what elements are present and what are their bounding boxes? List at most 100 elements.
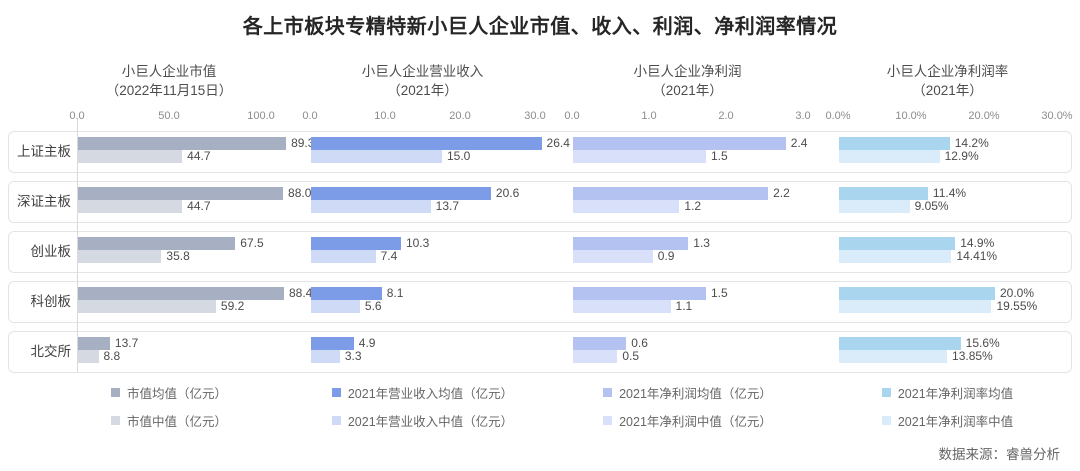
panel-plot: 67.5 35.8 bbox=[78, 235, 311, 263]
panel-title-line2: （2021年） bbox=[387, 82, 458, 98]
panel-cell: 1.3 0.9 bbox=[573, 232, 839, 272]
axis-ticks: 0.0% 10.0% 20.0% 30.0% bbox=[825, 110, 1072, 124]
panel-plot: 10.3 7.4 bbox=[311, 235, 573, 263]
mean-value-label: 10.3 bbox=[405, 235, 430, 250]
median-bar-line: 3.3 bbox=[311, 349, 573, 363]
median-bar-line: 7.4 bbox=[311, 248, 573, 263]
board-row: 创业板 67.5 35.8 10.3 7.4 1.3 0.9 14.9% 14.41% bbox=[8, 230, 1073, 273]
legend-group-revenue: 2021年营业收入均值（亿元） 2021年营业收入中值（亿元） bbox=[310, 383, 572, 439]
panel-plot: 4.9 3.3 bbox=[311, 336, 573, 363]
median-bar-line: 13.7 bbox=[311, 199, 573, 213]
mean-bar-line: 4.9 bbox=[311, 336, 573, 350]
mean-bar-line: 67.5 bbox=[78, 235, 311, 250]
median-bar bbox=[573, 199, 680, 213]
median-bar bbox=[78, 199, 183, 213]
mean-value-label: 67.5 bbox=[240, 235, 264, 250]
legend-item: 市值均值（亿元） bbox=[110, 383, 227, 402]
panel-cell: 2.2 1.2 bbox=[573, 182, 839, 222]
median-bar-line: 14.41% bbox=[839, 249, 1073, 263]
median-bar bbox=[573, 149, 706, 163]
median-bar-line: 1.1 bbox=[573, 299, 839, 313]
mean-bar-line: 89.3 bbox=[78, 136, 314, 150]
row-label: 创业板 bbox=[30, 243, 72, 259]
mean-bar-line: 88.0 bbox=[78, 186, 311, 200]
legend-marker bbox=[603, 415, 613, 425]
median-bar-line: 0.9 bbox=[573, 249, 839, 263]
median-bar-line: 1.5 bbox=[573, 149, 839, 163]
median-bar bbox=[78, 249, 162, 263]
panel-header-revenue: 小巨人企业营业收入 （2021年） 0.0 10.0 20.0 30.0 bbox=[302, 63, 572, 124]
panel-header-net-margin: 小巨人企业净利润率 （2021年） 0.0% 10.0% 20.0% 30.0% bbox=[825, 63, 1072, 124]
tick-label: 50.0 bbox=[158, 109, 180, 122]
panel-title: 小巨人企业市值 （2022年11月15日） bbox=[77, 63, 261, 101]
legend-label: 市值均值（亿元） bbox=[126, 386, 227, 401]
median-value-label: 59.2 bbox=[220, 298, 245, 313]
median-value-label: 15.0 bbox=[447, 148, 471, 163]
mean-bar-line: 88.4 bbox=[78, 286, 312, 300]
median-value-label: 0.5 bbox=[622, 348, 640, 363]
median-bar-line: 9.05% bbox=[839, 199, 1073, 213]
mean-bar bbox=[839, 186, 928, 200]
mean-value-label: 1.3 bbox=[693, 235, 710, 250]
panel-plot: 1.3 0.9 bbox=[573, 235, 839, 263]
panel-plot: 1.5 1.1 bbox=[573, 286, 839, 313]
label-column-spacer bbox=[8, 383, 77, 439]
panel-plot: 88.0 44.7 bbox=[78, 186, 311, 213]
mean-value-label: 2.4 bbox=[790, 135, 808, 150]
mean-bar bbox=[839, 136, 950, 150]
median-bar bbox=[311, 249, 376, 263]
panel-title-line2: （2021年） bbox=[652, 82, 723, 98]
mean-bar-line: 2.4 bbox=[573, 135, 839, 150]
panel-cell: 88.0 44.7 bbox=[78, 182, 311, 222]
panel-header-row: 小巨人企业市值 （2022年11月15日） 0.0 50.0 100.0 小巨人… bbox=[8, 63, 1072, 124]
board-row: 深证主板 88.0 44.7 20.6 13.7 2.2 1.2 11.4% 9.05% bbox=[8, 180, 1073, 223]
tick-label: 30.0 bbox=[524, 109, 546, 122]
legend-marker bbox=[881, 387, 891, 397]
median-bar bbox=[311, 349, 340, 363]
mean-bar bbox=[573, 336, 627, 350]
tick-label: 0.0 bbox=[564, 109, 580, 122]
median-bar-line: 5.6 bbox=[311, 298, 573, 313]
mean-bar bbox=[78, 186, 284, 200]
mean-value-label: 20.6 bbox=[495, 185, 520, 200]
median-value-label: 7.4 bbox=[380, 248, 398, 263]
panel-cell: 1.5 1.1 bbox=[573, 282, 839, 322]
mean-value-label: 14.9% bbox=[960, 235, 995, 250]
mean-bar bbox=[573, 136, 786, 150]
mean-bar bbox=[839, 236, 956, 250]
median-bar bbox=[839, 299, 992, 313]
panel-cell: 15.6% 13.85% bbox=[839, 332, 1073, 372]
panel-plot: 8.1 5.6 bbox=[311, 286, 573, 313]
panel-cell: 89.3 44.7 bbox=[78, 132, 314, 172]
median-value-label: 1.2 bbox=[684, 198, 702, 213]
legend-label: 2021年净利润均值（亿元） bbox=[619, 386, 772, 401]
median-bar bbox=[78, 149, 183, 163]
legend-item: 2021年营业收入均值（亿元） bbox=[331, 383, 513, 402]
legend-group-market-value: 市值均值（亿元） 市值中值（亿元） bbox=[77, 383, 310, 439]
median-value-label: 5.6 bbox=[364, 298, 382, 313]
median-bar bbox=[573, 249, 653, 263]
median-bar bbox=[311, 149, 442, 163]
median-bar bbox=[839, 249, 952, 263]
source-note: 数据来源：睿兽分析 bbox=[938, 447, 1061, 462]
chart-area: 小巨人企业市值 （2022年11月15日） 0.0 50.0 100.0 小巨人… bbox=[8, 63, 1073, 439]
legend-label: 2021年净利润中值（亿元） bbox=[619, 414, 772, 429]
panel-plot: 2.4 1.5 bbox=[573, 135, 839, 163]
panel-plot: 88.4 59.2 bbox=[78, 286, 312, 313]
legend-marker bbox=[110, 387, 120, 397]
median-value-label: 44.7 bbox=[187, 198, 211, 213]
tick-label: 20.0 bbox=[449, 109, 471, 122]
mean-value-label: 2.2 bbox=[773, 185, 790, 200]
panel-cell: 20.0% 19.55% bbox=[839, 282, 1073, 322]
mean-bar-line: 2.2 bbox=[573, 185, 839, 200]
median-bar-line: 15.0 bbox=[311, 148, 573, 163]
mean-bar-line: 1.3 bbox=[573, 235, 839, 250]
panel-title-line1: 小巨人企业市值 bbox=[121, 64, 217, 79]
panel-title-line2: （2021年） bbox=[912, 82, 983, 98]
mean-bar bbox=[573, 236, 689, 250]
panel-plot: 89.3 44.7 bbox=[78, 136, 314, 163]
panel-header-net-profit: 小巨人企业净利润 （2021年） 0.0 1.0 2.0 3.0 bbox=[564, 63, 838, 124]
mean-bar bbox=[78, 336, 110, 350]
legend: 市值均值（亿元） 市值中值（亿元） 2021年营业收入均值（亿元） bbox=[8, 383, 1072, 439]
panel-title-line1: 小巨人企业净利润率 bbox=[886, 64, 1009, 79]
